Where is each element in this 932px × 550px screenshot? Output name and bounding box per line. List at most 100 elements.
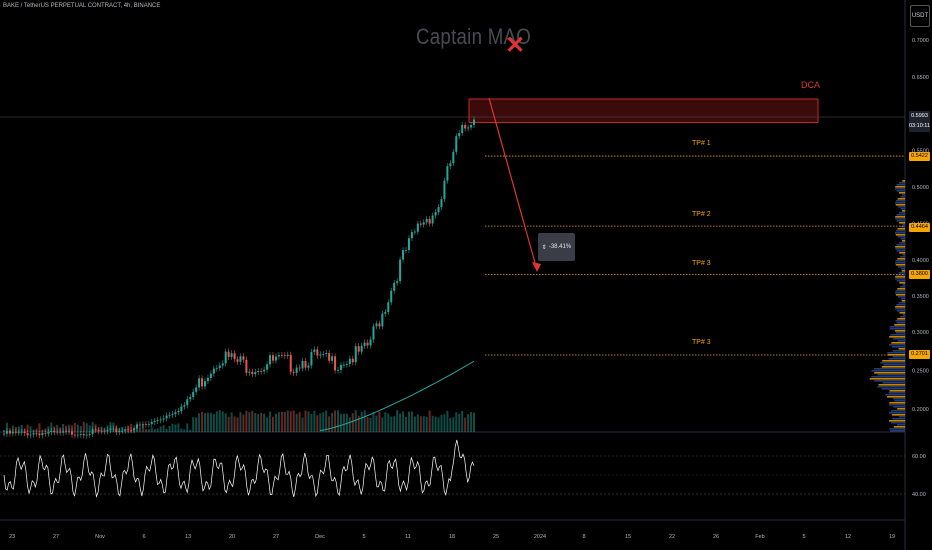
candle-body — [331, 356, 334, 361]
projection-arrow-head — [532, 262, 541, 272]
volume-bar — [354, 410, 357, 432]
volume-bar — [192, 417, 195, 432]
volume-profile-bar — [887, 352, 905, 354]
candle-body — [437, 207, 440, 213]
tp3-price-chip: 0.3800 — [909, 270, 930, 279]
watermark: Captain MAO — [416, 24, 532, 49]
volume-profile-bar — [900, 268, 905, 270]
volume-profile-bar — [890, 334, 905, 336]
volume-profile-bar — [895, 200, 905, 202]
volume-profile-bar — [897, 206, 905, 208]
candle-body — [85, 434, 88, 436]
volume-profile-bar — [889, 420, 905, 422]
volume-bar — [375, 415, 378, 432]
tp4-price-chip: 0.2701 — [909, 350, 930, 359]
current-price-value: 0.5993 — [911, 113, 928, 119]
candle-body — [446, 166, 449, 181]
volume-profile-bar — [901, 240, 905, 242]
volume-bar — [230, 412, 233, 432]
volume-profile-bar — [898, 296, 905, 298]
volume-profile-bar — [895, 204, 905, 206]
candle-body — [68, 431, 71, 433]
candle-body — [141, 424, 144, 426]
candle-body — [328, 352, 331, 361]
candle-body — [227, 351, 230, 357]
candle-body — [44, 432, 47, 434]
volume-bar — [32, 429, 35, 432]
volume-profile-bar — [896, 310, 905, 312]
volume-profile-bar — [902, 224, 905, 226]
candle-body — [372, 326, 375, 340]
candle-body — [212, 368, 215, 374]
volume-profile-bar — [874, 380, 905, 382]
volume-bar — [325, 410, 328, 432]
candle-body — [242, 356, 245, 360]
volume-bar — [455, 412, 458, 432]
candle-body — [189, 396, 192, 400]
volume-bar — [209, 412, 212, 432]
currency-button[interactable]: USDT — [910, 5, 930, 27]
volume-bar — [434, 416, 437, 432]
candle-body — [233, 353, 236, 360]
rsi-tick-label: 60.00 — [912, 454, 926, 460]
volume-bar — [68, 424, 71, 432]
candle-body — [201, 378, 204, 387]
volume-profile-bar — [897, 424, 905, 426]
candle-body — [206, 377, 209, 382]
volume-bar — [322, 412, 325, 432]
candle-body — [53, 430, 56, 433]
volume-bar — [399, 413, 402, 432]
volume-bar — [73, 423, 76, 432]
volume-bar — [363, 410, 366, 432]
volume-bar — [449, 417, 452, 432]
candle-body — [23, 431, 26, 434]
volume-bar — [339, 413, 342, 432]
volume-profile-bar — [889, 428, 905, 430]
volume-profile-bar — [902, 210, 905, 212]
volume-bar — [20, 424, 23, 432]
volume-bar — [136, 423, 139, 432]
volume-profile-bar — [898, 272, 905, 274]
volume-bar — [189, 429, 192, 432]
candle-body — [115, 428, 118, 433]
volume-bar — [94, 424, 97, 432]
volume-profile-bar — [882, 360, 905, 362]
candle-body — [254, 372, 257, 375]
volume-bar — [446, 410, 449, 432]
volume-bar — [245, 410, 248, 432]
volume-profile-bar — [895, 278, 905, 280]
volume-bar — [62, 423, 65, 432]
candle-body — [168, 415, 171, 416]
candle-body — [236, 359, 239, 362]
volume-bar — [458, 413, 461, 432]
volume-bar — [369, 417, 372, 432]
volume-profile-bar — [896, 184, 905, 186]
volume-profile-bar — [900, 286, 905, 288]
volume-bar — [334, 410, 337, 432]
candle-body — [425, 219, 428, 223]
candle-body — [434, 212, 437, 216]
volume-bar — [242, 414, 245, 432]
volume-profile-bar — [880, 362, 905, 364]
time-tick-label: 22 — [669, 534, 675, 540]
candle-body — [366, 342, 369, 346]
volume-bar — [301, 417, 304, 432]
volume-profile-bar — [896, 280, 905, 282]
volume-bar — [53, 426, 56, 432]
candle-body — [345, 363, 348, 365]
candle-body — [277, 355, 280, 357]
volume-bar — [171, 423, 174, 432]
volume-profile-bar — [895, 218, 905, 220]
volume-profile-bar — [895, 216, 905, 218]
candle-body — [257, 371, 260, 373]
volume-bar — [44, 428, 47, 432]
volume-profile-bar — [900, 238, 905, 240]
measure-tooltip[interactable]: ⇕ -38.41% — [538, 233, 575, 261]
candle-body — [419, 223, 422, 225]
price-tick-label: 0.2500 — [912, 369, 929, 375]
candle-body — [269, 355, 272, 365]
volume-bar — [473, 412, 475, 432]
volume-bar — [360, 411, 363, 432]
volume-bar — [283, 411, 286, 432]
